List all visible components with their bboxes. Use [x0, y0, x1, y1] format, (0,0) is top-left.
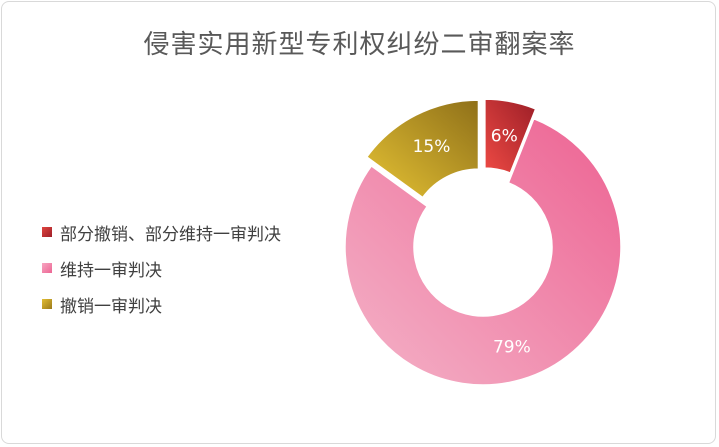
legend-item-upheld: 维持一审判决	[42, 250, 281, 286]
slice-label-partial-revoke: 6%	[491, 127, 518, 147]
slice-upheld	[344, 117, 622, 386]
slice-partial-revoke	[484, 98, 537, 174]
donut-labels: 6% 79% 15%	[413, 127, 531, 358]
legend-swatch-partial-revoke	[42, 227, 52, 237]
slice-label-upheld: 79%	[493, 337, 531, 357]
legend-label-upheld: 维持一审判决	[60, 260, 162, 281]
chart-title: 侵害实用新型专利权纠纷二审翻案率	[143, 30, 576, 60]
legend-label-revoked: 撤销一审判决	[60, 296, 162, 317]
legend: 部分撤销、部分维持一审判决 维持一审判决 撤销一审判决	[42, 214, 281, 322]
legend-item-partial-revoke: 部分撤销、部分维持一审判决	[42, 214, 281, 250]
slice-label-revoked: 15%	[413, 137, 451, 157]
legend-item-revoked: 撤销一审判决	[42, 286, 281, 322]
legend-swatch-revoked	[42, 299, 52, 309]
slice-revoked	[365, 99, 480, 199]
legend-label-partial-revoke: 部分撤销、部分维持一审判决	[60, 224, 281, 245]
legend-swatch-upheld	[42, 263, 52, 273]
donut-slices	[344, 98, 622, 386]
